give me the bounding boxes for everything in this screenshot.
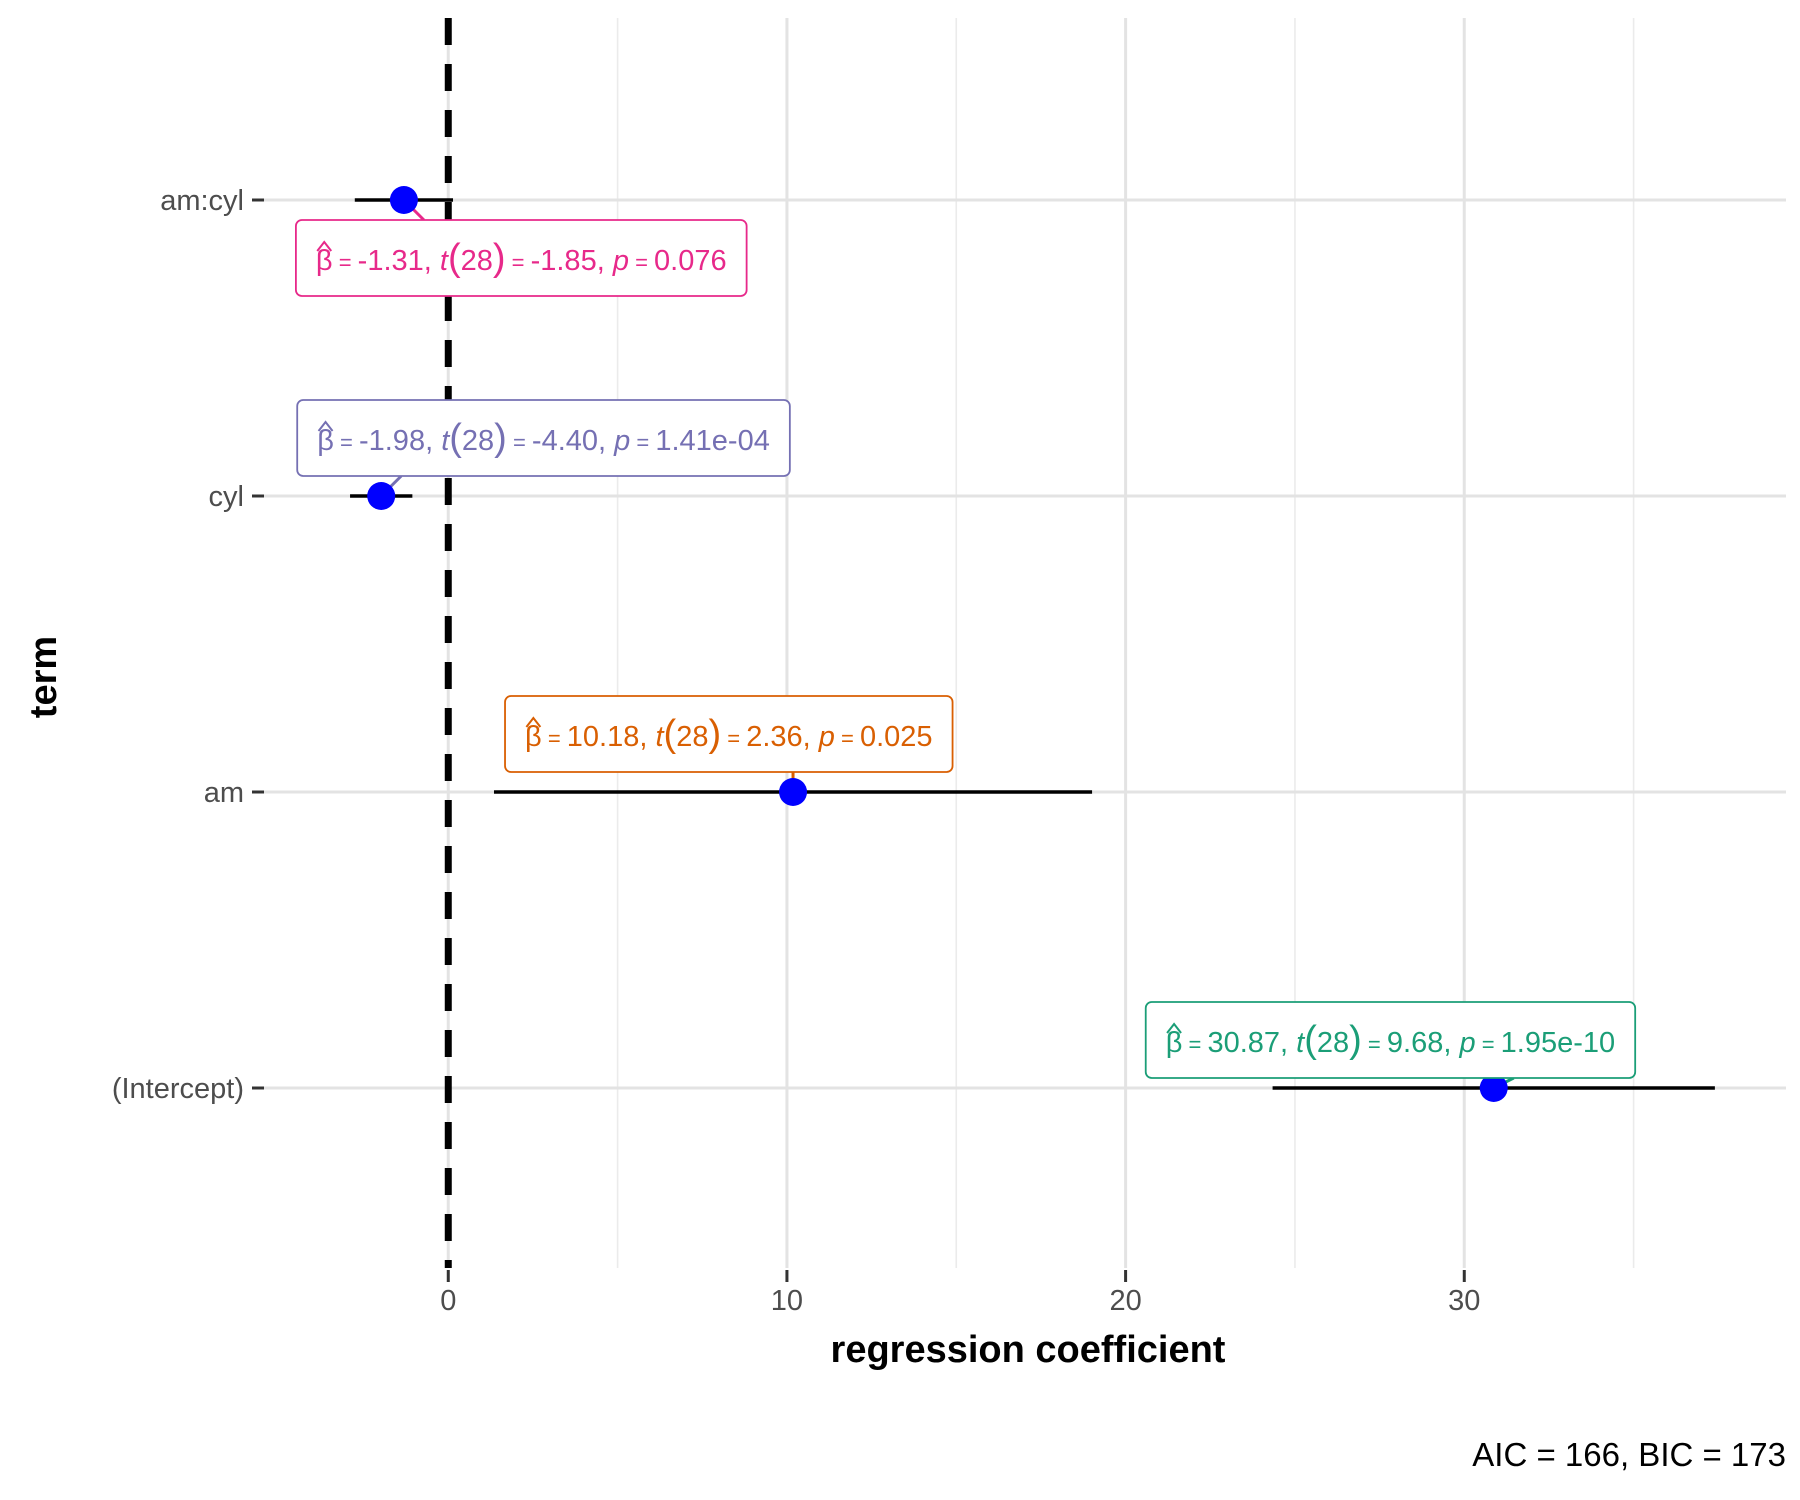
y-tick-label: am — [204, 777, 244, 809]
label-part: β — [317, 425, 334, 457]
beta-hat — [317, 420, 334, 432]
label-part: β — [1166, 1027, 1183, 1059]
y-tick-label: (Intercept) — [112, 1073, 244, 1105]
coefficient-label-box — [295, 219, 748, 297]
label-part: = — [542, 726, 567, 751]
label-part: 2.36, — [746, 721, 819, 753]
coefficient-label-text: β = -1.31, t(28) = -1.85, p = 0.076 — [316, 237, 727, 279]
label-part: 0.025 — [860, 721, 933, 753]
x-axis-title: regression coefficient — [831, 1329, 1226, 1371]
coefficient-label-text: β = 10.18, t(28) = 2.36, p = 0.025 — [525, 713, 933, 755]
label-part: = — [507, 430, 532, 455]
beta-hat — [525, 716, 542, 728]
label-part: β — [316, 245, 333, 277]
label-part: t — [1296, 1027, 1306, 1059]
label-part: = — [1362, 1032, 1387, 1057]
label-part: t — [441, 425, 451, 457]
coefficient-label-text: β = -1.98, t(28) = -4.40, p = 1.41e-04 — [317, 417, 770, 459]
estimate-point — [389, 186, 418, 214]
label-part: -1.85, — [531, 245, 613, 277]
label-part: = — [1476, 1032, 1501, 1057]
estimate-point — [367, 482, 396, 510]
x-tick-label: 30 — [1448, 1285, 1480, 1317]
x-tick-label: 0 — [440, 1285, 456, 1317]
label-part: β — [525, 721, 542, 753]
label-part: = — [629, 250, 654, 275]
error-bars — [350, 198, 1715, 1090]
label-part: p — [1458, 1027, 1475, 1059]
x-axis: 0 10 20 30 — [440, 1270, 1480, 1317]
label-part: = — [506, 250, 531, 275]
x-tick-label: 20 — [1109, 1285, 1141, 1317]
coefficient-label-box — [1144, 1001, 1637, 1079]
major-gridlines — [262, 18, 1786, 1268]
label-part: ) — [494, 417, 507, 459]
label-part: 30.87, — [1207, 1027, 1296, 1059]
label-part: p — [818, 721, 835, 753]
label-part: -1.98, — [359, 425, 441, 457]
y-tick-label: cyl — [209, 481, 244, 513]
x-tick-label: 10 — [771, 1285, 803, 1317]
label-part: -1.31, — [358, 245, 440, 277]
label-part: 28 — [462, 425, 494, 457]
label-part: t — [655, 721, 665, 753]
label-part: = — [835, 726, 860, 751]
y-tick-label: am:cyl — [160, 185, 244, 217]
label-part: ( — [448, 237, 461, 279]
label-part: p — [613, 425, 630, 457]
beta-hat — [316, 240, 333, 252]
label-part: 0.076 — [654, 245, 727, 277]
label-part: ( — [449, 417, 462, 459]
label-part: ( — [664, 713, 677, 755]
coefficient-label-text: β = 30.87, t(28) = 9.68, p = 1.95e-10 — [1166, 1019, 1615, 1061]
label-part: ) — [493, 237, 506, 279]
y-axis-title: term — [23, 636, 65, 718]
label-part: ( — [1304, 1019, 1317, 1061]
label-part: ) — [1349, 1019, 1362, 1061]
label-part: 1.41e-04 — [655, 425, 770, 457]
label-part: = — [333, 250, 358, 275]
label-connectors — [380, 198, 1515, 1090]
label-part: 28 — [461, 245, 493, 277]
coefficient-label-box — [296, 399, 791, 477]
label-part: 1.95e-10 — [1501, 1027, 1616, 1059]
label-part: = — [721, 726, 746, 751]
estimate-point — [779, 778, 808, 806]
label-part: 28 — [1317, 1027, 1349, 1059]
label-part: t — [440, 245, 450, 277]
fit-caption: AIC = 166, BIC = 173 — [1472, 1436, 1786, 1473]
label-part: ) — [708, 713, 721, 755]
label-part: = — [334, 430, 359, 455]
label-part: = — [1182, 1032, 1207, 1057]
label-part: = — [630, 430, 655, 455]
label-part: 10.18, — [567, 721, 656, 753]
coefficient-label-box — [504, 695, 954, 773]
label-part: p — [612, 245, 629, 277]
estimate-point — [1479, 1074, 1508, 1102]
estimate-points — [367, 186, 1508, 1102]
label-part: 9.68, — [1387, 1027, 1460, 1059]
beta-hat — [1166, 1022, 1182, 1034]
label-part: -4.40, — [532, 425, 614, 457]
label-part: 28 — [676, 721, 708, 753]
y-axis: am:cyl cyl am (Intercept) — [112, 185, 264, 1105]
